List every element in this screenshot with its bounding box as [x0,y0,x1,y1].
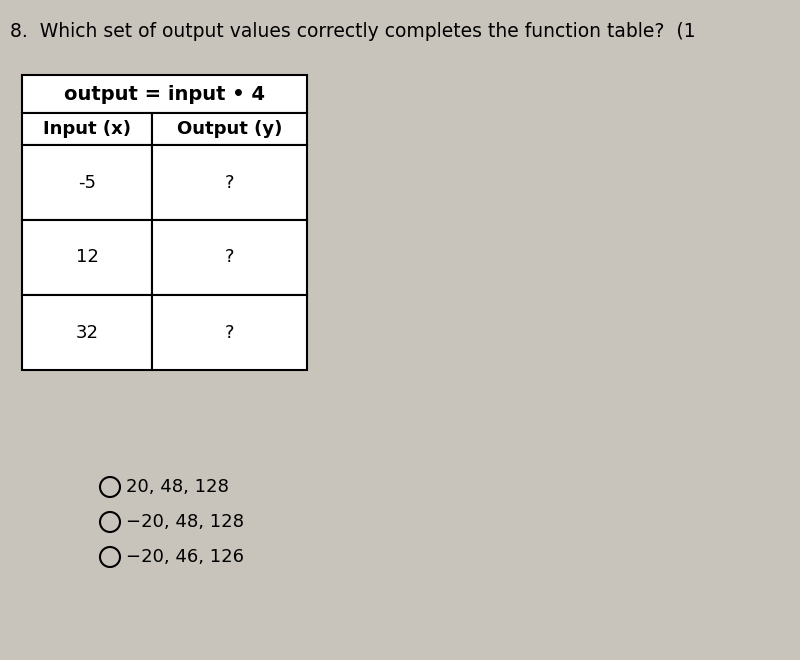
Text: 12: 12 [75,249,98,267]
Text: 8.  Which set of output values correctly completes the function table?  (1: 8. Which set of output values correctly … [10,22,696,41]
Bar [152,145,307,220]
Text: −20, 46, 126: −20, 46, 126 [126,548,244,566]
Text: 32: 32 [75,323,98,341]
Bar [22,145,152,220]
Bar [22,113,152,145]
Text: ?: ? [225,249,234,267]
Text: -5: -5 [78,174,96,191]
Text: ?: ? [225,174,234,191]
Bar [152,295,307,370]
Text: Input (x): Input (x) [43,120,131,138]
Bar [22,75,307,113]
Text: output = input • 4: output = input • 4 [64,84,265,104]
Text: −20, 48, 128: −20, 48, 128 [126,513,244,531]
Bar [22,295,152,370]
Text: ?: ? [225,323,234,341]
Text: Output (y): Output (y) [177,120,282,138]
Bar [152,113,307,145]
Bar [152,220,307,295]
Bar [22,220,152,295]
Text: 20, 48, 128: 20, 48, 128 [126,478,229,496]
